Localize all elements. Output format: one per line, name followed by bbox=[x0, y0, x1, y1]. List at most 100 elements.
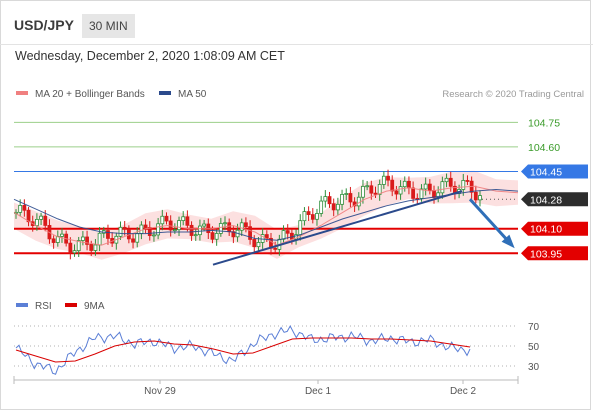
candle-body bbox=[407, 180, 411, 189]
candle-body bbox=[227, 222, 232, 233]
candle-body bbox=[448, 177, 453, 187]
x-tick-label: Dec 2 bbox=[450, 386, 477, 397]
level-label-103.95: 103.95 bbox=[530, 248, 562, 260]
candle-body bbox=[181, 216, 186, 221]
candle-body bbox=[72, 250, 77, 254]
candle-body bbox=[152, 234, 156, 237]
x-tick-label: Dec 1 bbox=[305, 386, 332, 397]
projection-arrow-shaft bbox=[468, 198, 514, 247]
candle-body bbox=[139, 224, 144, 234]
candle-body bbox=[394, 190, 399, 195]
candle-body bbox=[319, 200, 324, 214]
candle-body bbox=[252, 239, 257, 248]
candle-body bbox=[218, 223, 223, 234]
projection-arrow-head bbox=[501, 234, 515, 249]
candle-body bbox=[310, 214, 315, 220]
candle-body bbox=[156, 223, 161, 236]
candle-body bbox=[122, 226, 127, 230]
candle-body bbox=[473, 191, 478, 201]
candle-body bbox=[432, 190, 436, 198]
candle-body bbox=[306, 211, 311, 215]
rsi-plot: 70 50 30 Nov 29 Dec 1 Dec 2 bbox=[13, 322, 540, 397]
candle-body bbox=[202, 223, 207, 227]
candle-body bbox=[80, 236, 85, 241]
candle-body bbox=[386, 175, 390, 181]
ma50-line bbox=[13, 188, 519, 241]
level-tag-103.95 bbox=[521, 246, 588, 261]
ma20-legend-swatch bbox=[16, 91, 28, 95]
candle-body bbox=[315, 213, 319, 220]
ma20-legend-label: MA 20 + Bollinger Bands bbox=[35, 89, 145, 100]
level-tag-104.10 bbox=[521, 221, 588, 236]
candle-body bbox=[26, 209, 31, 223]
rsi-chart: RSI 9MA 70 50 30 Nov 29 Dec 1 Dec 2 bbox=[13, 301, 540, 397]
candle-body bbox=[478, 195, 482, 201]
candle-body bbox=[189, 224, 194, 236]
level-tag-104.28 bbox=[521, 192, 588, 207]
candle-body bbox=[381, 175, 386, 185]
candle-body bbox=[239, 222, 244, 231]
candle-body bbox=[356, 196, 361, 207]
candle-body bbox=[97, 232, 102, 246]
candle-body bbox=[365, 185, 370, 188]
credit-label: Research © 2020 Trading Central bbox=[442, 89, 584, 100]
candle-body bbox=[22, 205, 27, 211]
candle-body bbox=[285, 230, 290, 234]
candle-body bbox=[411, 187, 416, 199]
candle-body bbox=[223, 222, 227, 225]
level-label-104.28: 104.28 bbox=[530, 194, 562, 206]
candle-body bbox=[248, 226, 252, 240]
rsi-ytick-label: 30 bbox=[528, 362, 540, 373]
candle-body bbox=[465, 180, 470, 182]
candle-body bbox=[68, 242, 73, 254]
datetime-label: Wednesday, December 2, 2020 1:08:09 AM C… bbox=[15, 49, 285, 63]
rsi-line bbox=[15, 324, 471, 375]
candle-body bbox=[461, 180, 466, 190]
candle-body bbox=[172, 229, 177, 232]
candle-body bbox=[423, 183, 428, 190]
trendline bbox=[212, 190, 463, 266]
level-tag-104.45 bbox=[521, 164, 588, 179]
candle-body bbox=[361, 185, 365, 198]
candle-body bbox=[118, 226, 123, 237]
candle-body bbox=[398, 186, 403, 195]
candle-body bbox=[340, 194, 344, 205]
rsi-ytick-label: 50 bbox=[528, 342, 540, 353]
candle-body bbox=[39, 215, 43, 220]
candle-body bbox=[444, 177, 449, 183]
timeframe-badge[interactable]: 30 MIN bbox=[82, 14, 135, 38]
candle-body bbox=[143, 224, 148, 228]
candle-body bbox=[106, 230, 110, 239]
candle-body bbox=[273, 247, 278, 250]
candle-body bbox=[89, 243, 94, 251]
candle-body bbox=[302, 211, 307, 222]
ma20-line bbox=[13, 185, 519, 246]
candle-body bbox=[85, 236, 89, 245]
candle-body bbox=[377, 184, 382, 195]
level-label-104.45: 104.45 bbox=[530, 166, 562, 178]
rsi-legend-label: RSI bbox=[35, 301, 52, 312]
candle-body bbox=[43, 215, 48, 226]
candle-body bbox=[18, 205, 23, 213]
level-label-104.75: 104.75 bbox=[528, 117, 560, 129]
candle-body bbox=[402, 180, 407, 188]
candle-body bbox=[264, 234, 269, 239]
candle-body bbox=[281, 230, 286, 240]
candle-body bbox=[323, 196, 328, 202]
candle-body bbox=[147, 227, 152, 236]
candle-body bbox=[256, 242, 261, 248]
candle-body bbox=[131, 238, 135, 243]
chart-header: USD/JPY 30 MIN bbox=[0, 0, 593, 44]
candle-body bbox=[369, 185, 374, 194]
candle-body bbox=[214, 233, 219, 240]
rsi-legend: RSI 9MA bbox=[16, 301, 105, 312]
candle-body bbox=[177, 220, 181, 231]
candle-body bbox=[135, 233, 140, 243]
candle-body bbox=[35, 218, 39, 226]
level-label-104.10: 104.10 bbox=[530, 224, 562, 236]
candle-body bbox=[185, 216, 190, 226]
main-legend: MA 20 + Bollinger Bands MA 50 Research ©… bbox=[16, 89, 584, 100]
candle-body bbox=[348, 193, 353, 203]
candle-body bbox=[298, 220, 303, 236]
price-chart: MA 20 + Bollinger Bands MA 50 Research ©… bbox=[13, 89, 588, 266]
